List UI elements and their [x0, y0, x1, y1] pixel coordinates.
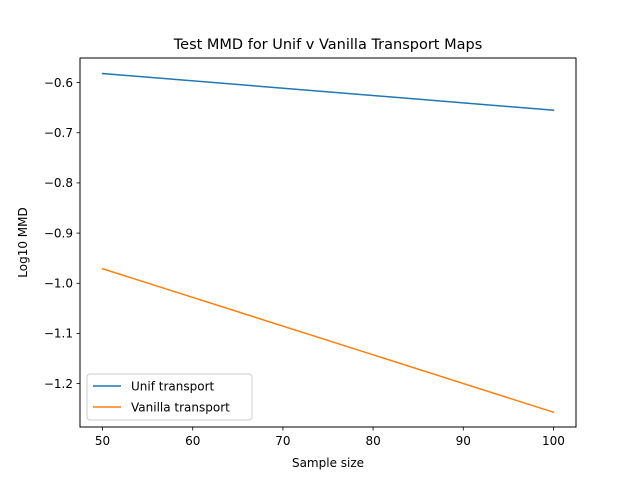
- series-line-1: [101, 267, 555, 414]
- x-tick-label-5: 100: [542, 434, 565, 448]
- x-axis-ticks: 50 60 70 80 90 100: [95, 427, 565, 448]
- plot-frame: [79, 57, 577, 428]
- series-layer: [101, 72, 555, 414]
- y-axis-label: Log10 MMD: [16, 207, 30, 277]
- x-tick-label-3: 80: [365, 434, 380, 448]
- y-tick-label-2: −0.8: [44, 176, 73, 190]
- y-tick-label-1: −0.7: [44, 126, 73, 140]
- legend-label-1: Vanilla transport: [131, 400, 230, 414]
- x-axis-label: Sample size: [292, 456, 364, 470]
- y-tick-label-0: −0.6: [44, 76, 73, 90]
- legend: Unif transport Vanilla transport: [86, 373, 253, 421]
- x-tick-label-4: 90: [456, 434, 471, 448]
- x-tick-label-0: 50: [95, 434, 110, 448]
- chart-title: Test MMD for Unif v Vanilla Transport Ma…: [173, 37, 483, 53]
- y-tick-label-5: −1.1: [44, 327, 73, 341]
- y-tick-label-4: −1.0: [44, 277, 73, 291]
- y-tick-label-3: −0.9: [44, 226, 73, 240]
- legend-label-0: Unif transport: [131, 379, 215, 393]
- series-line-0: [101, 72, 555, 111]
- x-tick-label-2: 70: [275, 434, 290, 448]
- plot-area: 50 60 70 80 90 100 −0.6 −0.7 −0.8 −0.9 −1.0 −1.1 −1…: [44, 57, 577, 448]
- x-tick-label-1: 60: [185, 434, 200, 448]
- legend-box: [86, 373, 253, 421]
- y-tick-label-6: −1.2: [44, 377, 73, 391]
- y-axis-ticks: −0.6 −0.7 −0.8 −0.9 −1.0 −1.1 −1.2: [44, 76, 80, 391]
